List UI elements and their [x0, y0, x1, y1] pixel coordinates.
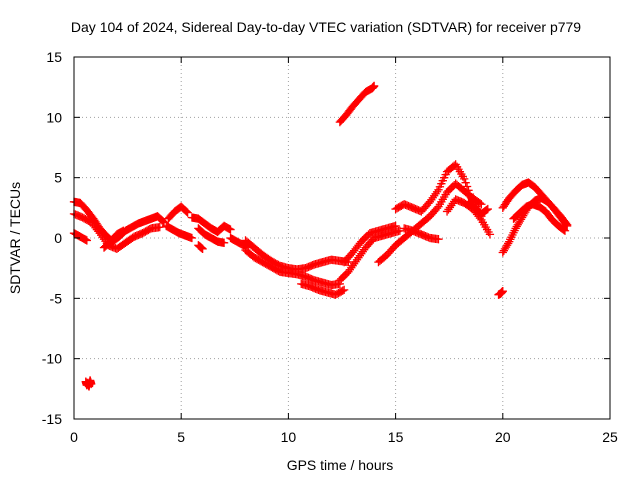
data-point [562, 220, 572, 229]
data-point [482, 205, 491, 214]
y-tick-label: 15 [46, 49, 62, 65]
y-axis-title: SDTVAR / TECUs [7, 182, 23, 294]
series-track-g [162, 221, 197, 243]
data-point [339, 285, 349, 295]
data-point [338, 286, 347, 295]
data-point [187, 233, 197, 243]
x-tick-label: 0 [70, 429, 78, 445]
data-point [219, 238, 229, 247]
data-point [158, 217, 168, 226]
x-tick-label: 15 [388, 429, 404, 445]
data-point [155, 222, 164, 232]
data-point [483, 204, 492, 214]
series-track-q [335, 81, 379, 127]
series-track-s [391, 160, 486, 221]
data-point [475, 199, 485, 208]
data-point [87, 379, 96, 389]
series-track-y [498, 194, 572, 257]
data-point [434, 235, 443, 244]
data-point [561, 219, 571, 228]
data-point [462, 182, 472, 191]
data-point [559, 225, 569, 235]
x-tick-label: 20 [495, 429, 511, 445]
series-track-z [509, 200, 570, 235]
data-point [498, 286, 507, 296]
data-layer [69, 81, 572, 391]
data-point [183, 208, 192, 217]
data-point [465, 190, 475, 199]
data-point [182, 207, 191, 216]
series-track-m [241, 245, 345, 290]
x-tick-label: 5 [177, 429, 185, 445]
series-track-v [464, 197, 492, 219]
axis-layer: 0 5 10 15 20 25 -15 -10 -5 0 5 10 15 [42, 49, 618, 445]
series-track-w [494, 286, 507, 299]
series-track-e [81, 376, 96, 391]
series-track-h [187, 213, 235, 237]
y-tick-label: -15 [42, 411, 62, 427]
y-tick-label: 0 [54, 230, 62, 246]
x-tick-label: 10 [281, 429, 297, 445]
data-point [434, 185, 443, 194]
data-point [391, 221, 400, 231]
data-point [226, 225, 235, 234]
series-track-d [99, 226, 128, 252]
series-track-t [400, 224, 443, 244]
series-track-u [442, 195, 495, 239]
x-tick-label: 25 [602, 429, 618, 445]
y-tick-label: 10 [46, 109, 62, 125]
series-track-i [194, 224, 229, 247]
chart-title: Day 104 of 2024, Sidereal Day-to-day VTE… [71, 19, 581, 35]
data-point [477, 200, 486, 209]
series-track-j [194, 241, 207, 254]
x-axis-title: GPS time / hours [287, 457, 394, 473]
data-point [370, 81, 379, 91]
data-point [560, 226, 570, 235]
series-track-n [297, 279, 349, 299]
data-point [82, 236, 92, 245]
data-point [461, 178, 470, 187]
data-point [460, 174, 469, 184]
data-point [441, 170, 450, 179]
y-tick-label: -5 [50, 290, 63, 306]
series-track-f [164, 202, 192, 223]
data-point [485, 230, 495, 239]
data-point [435, 182, 445, 191]
y-tick-label: 5 [54, 170, 62, 186]
data-point [438, 176, 447, 185]
data-point [198, 244, 207, 254]
series-track-p [339, 221, 400, 267]
series-track-c [69, 229, 92, 245]
data-point [437, 179, 446, 188]
y-tick-label: -10 [42, 351, 62, 367]
data-point [395, 226, 405, 235]
data-point [119, 226, 128, 235]
data-point [464, 186, 473, 195]
data-point [440, 173, 449, 182]
